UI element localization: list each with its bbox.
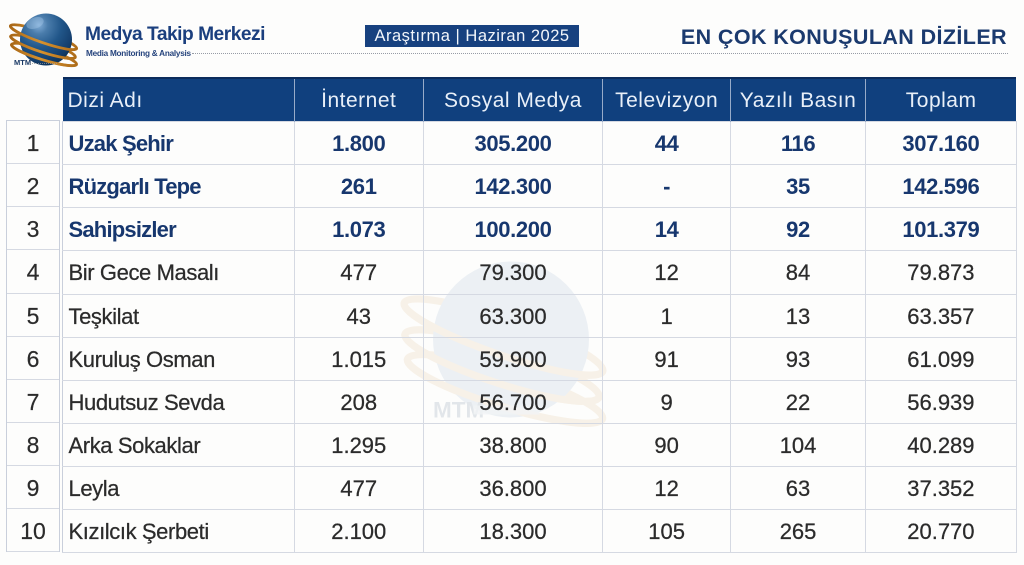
- svg-text:MTM: MTM: [14, 58, 31, 67]
